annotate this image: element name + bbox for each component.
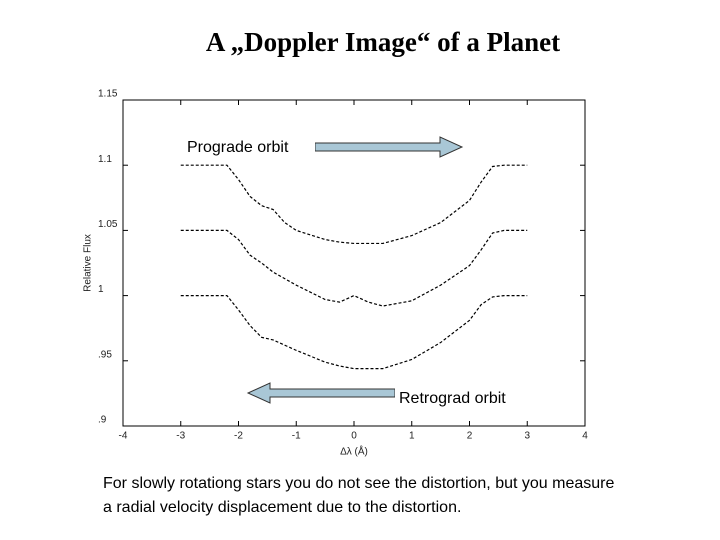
flux-line (180, 229, 528, 307)
x-tick-label: -2 (234, 431, 243, 442)
chart-title: A „Doppler Image“ of a Planet (206, 27, 560, 57)
x-tick-label: 2 (467, 431, 473, 442)
annotation: Prograde orbit (187, 139, 289, 156)
x-tick-label: 1 (409, 431, 415, 442)
x-tick-label: -4 (119, 431, 128, 442)
prograde-arrow (314, 136, 464, 158)
y-tick-label: 1.1 (98, 154, 112, 165)
y-tick-label: 1 (98, 284, 104, 295)
y-tick-label: .9 (98, 415, 107, 426)
annotation-box (395, 388, 537, 409)
x-axis-label: Δλ (Å) (340, 445, 368, 458)
y-axis-label: Relative Flux (83, 234, 94, 292)
x-tick-label: -1 (292, 431, 301, 442)
x-tick-label: 0 (351, 431, 357, 442)
flux-line (180, 295, 528, 370)
y-tick-label: 1.15 (98, 89, 118, 100)
annotation: Retrograd orbit (399, 390, 506, 407)
caption: For slowly rotationg stars you do not se… (103, 475, 615, 516)
retrograde-arrow (246, 382, 396, 404)
x-tick-label: -3 (176, 431, 185, 442)
flux-line (180, 164, 528, 245)
y-tick-label: .95 (98, 349, 112, 360)
annotation-box (183, 137, 315, 158)
x-tick-label: 3 (524, 431, 530, 442)
x-tick-label: 4 (582, 431, 588, 442)
y-tick-label: 1.05 (98, 219, 118, 230)
